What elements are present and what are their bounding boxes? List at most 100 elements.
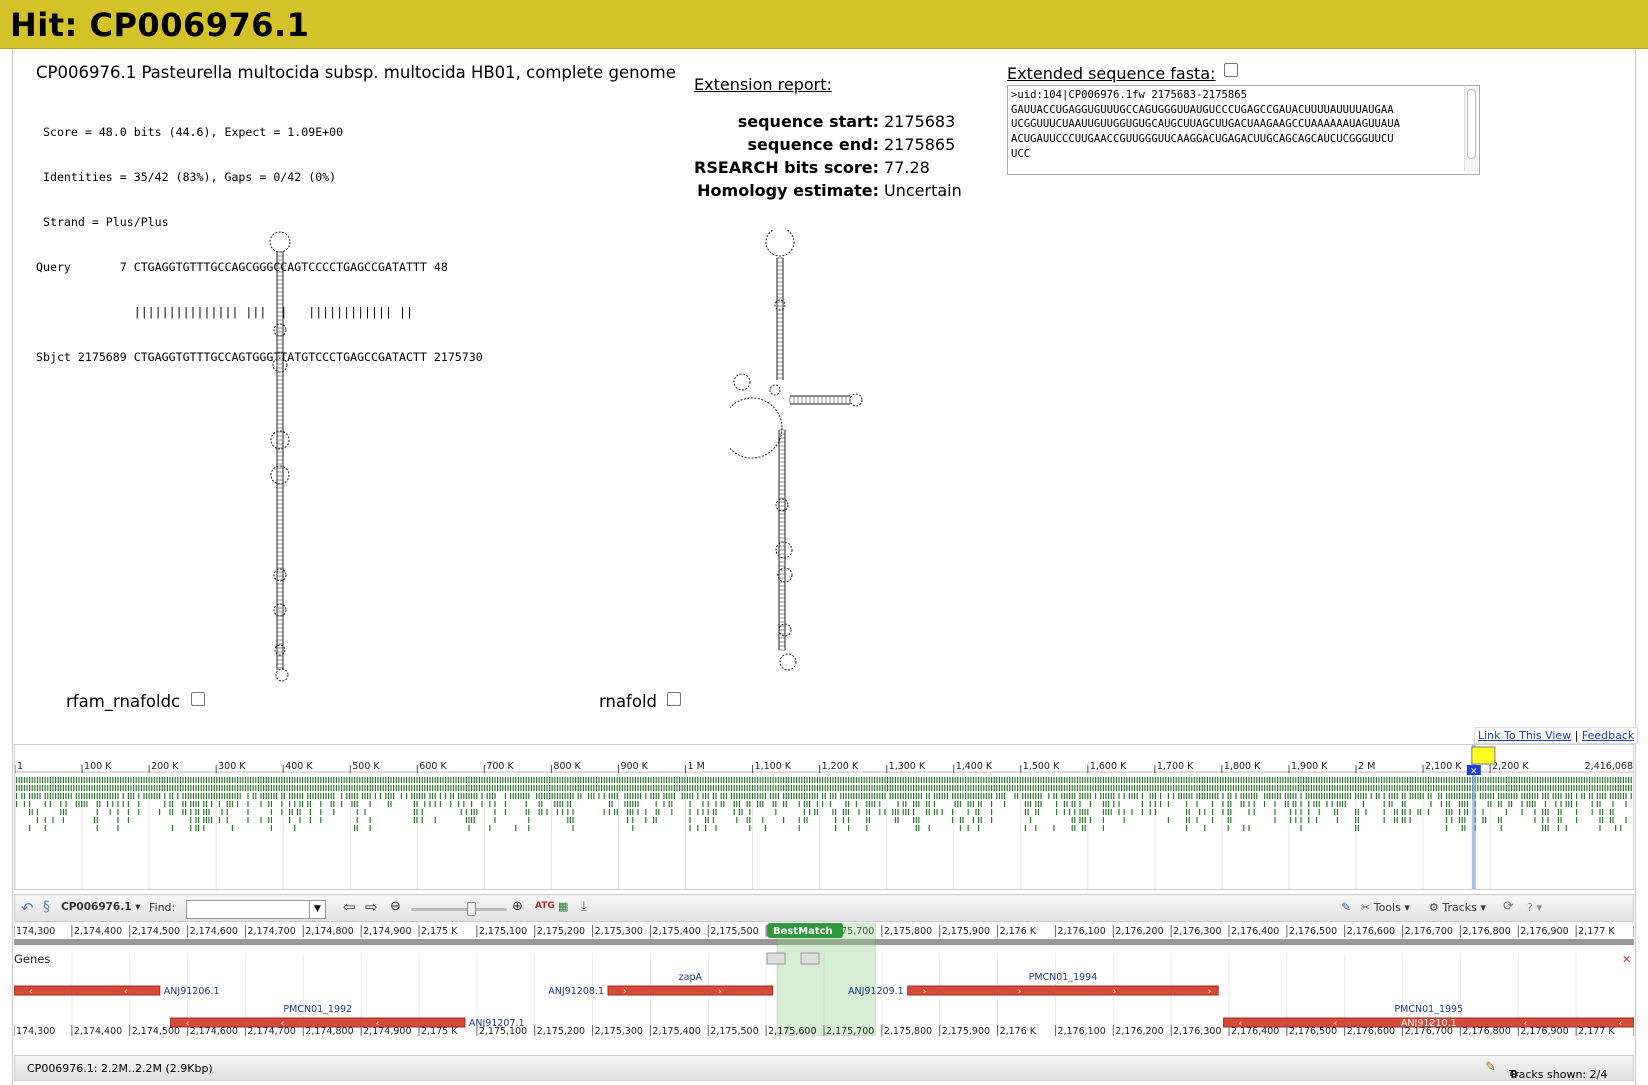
overview-tick-label: 600 K <box>419 761 447 772</box>
overview-feature <box>1066 777 1068 783</box>
overview-feature <box>377 785 379 791</box>
overview-feature <box>762 801 764 807</box>
overview-feature <box>489 801 491 807</box>
overview-feature <box>1053 825 1055 831</box>
overview-feature <box>577 777 579 783</box>
sequence-icon[interactable]: ATG <box>535 901 555 911</box>
overview-feature <box>879 793 881 799</box>
overview-feature <box>1290 809 1292 815</box>
zoom-in-icon[interactable]: ⊕ <box>512 899 523 914</box>
overview-feature <box>291 785 293 791</box>
link-to-view[interactable]: Link To This View <box>1478 729 1572 742</box>
overview-feature <box>889 785 891 791</box>
overview-feature <box>1118 777 1120 783</box>
fasta-checkbox[interactable] <box>1224 63 1238 77</box>
overview-feature <box>892 793 894 799</box>
overview-feature <box>1401 817 1403 823</box>
overview-feature <box>809 801 811 807</box>
overview-feature <box>169 809 171 815</box>
overview-feature <box>536 793 538 799</box>
overview-feature <box>543 785 545 791</box>
overview-feature <box>130 785 132 791</box>
overview-feature <box>1490 801 1492 807</box>
overview-feature <box>156 793 158 799</box>
overview-feature <box>1037 793 1039 799</box>
overview-feature <box>1279 785 1281 791</box>
overview-feature <box>1217 793 1219 799</box>
overview-feature <box>629 777 631 783</box>
overview-feature <box>910 793 912 799</box>
help-menu[interactable]: ? ▾ <box>1527 901 1542 914</box>
overview-location-marker <box>1471 745 1476 889</box>
overview-feature <box>1513 777 1515 783</box>
overview-feature <box>29 825 31 831</box>
zoom-out-icon[interactable]: ⊖ <box>390 899 401 914</box>
chevron-down-icon[interactable]: ▼ <box>309 901 325 918</box>
back-icon[interactable]: ↶ <box>21 899 34 917</box>
zoom-slider-handle[interactable] <box>467 902 476 916</box>
overview-feature <box>712 793 714 799</box>
overview-feature <box>398 785 400 791</box>
overview-feature <box>876 777 878 783</box>
overview-feature <box>1347 793 1349 799</box>
overview-feature <box>902 801 904 807</box>
fasta-textarea[interactable]: >uid:104|CP006976.1fw 2175683-2175865 GA… <box>1007 85 1480 175</box>
overview-feature <box>205 801 207 807</box>
overview-feature <box>725 777 727 783</box>
overview-feature <box>1014 785 1016 791</box>
pan-left-icon[interactable]: ⇦ <box>343 898 356 916</box>
overview-feature <box>143 785 145 791</box>
overview-feature <box>60 785 62 791</box>
fasta-scrollbar[interactable] <box>1464 87 1477 171</box>
tracks-menu[interactable]: ⚙ Tracks ▾ <box>1429 901 1486 914</box>
overview-feature <box>252 777 254 783</box>
overview-feature <box>1295 777 1297 783</box>
zoom-slider-track[interactable] <box>411 908 507 911</box>
overview-feature <box>164 801 166 807</box>
overview-feature <box>796 785 798 791</box>
tools-menu[interactable]: ✂ Tools ▾ <box>1361 901 1410 914</box>
overview-feature <box>268 785 270 791</box>
overview-feature <box>970 785 972 791</box>
overview-feature <box>702 793 704 799</box>
overview-feature <box>978 777 980 783</box>
overview-feature <box>1633 793 1634 799</box>
compress-icon[interactable]: ⤓ <box>581 899 587 914</box>
overview-feature <box>1430 801 1432 807</box>
pan-right-icon[interactable]: ⇨ <box>365 898 378 916</box>
reference-selector[interactable]: CP006976.1 ▾ <box>61 901 141 913</box>
overview-feature <box>913 793 915 799</box>
pencil-icon[interactable]: ✎ <box>1485 1060 1496 1075</box>
overview-feature <box>302 785 304 791</box>
overview-feature <box>1492 777 1494 783</box>
overview-feature <box>205 793 207 799</box>
overview-feature <box>1620 785 1622 791</box>
structure-loop <box>775 541 793 559</box>
overview-feature <box>991 793 993 799</box>
overview-panel[interactable]: 1 100 K 200 K 300 K 400 K 500 K 600 K 700 K 800 … <box>14 744 1634 890</box>
refresh-icon[interactable]: ⟳ <box>1503 899 1514 914</box>
overview-feature <box>1019 785 1021 791</box>
structure-loop <box>269 231 291 253</box>
structure-checkbox[interactable] <box>667 692 681 706</box>
overview-feature <box>1407 777 1409 783</box>
overview-feature <box>1360 793 1362 799</box>
find-input[interactable]: ▼ <box>186 900 326 919</box>
feedback-link[interactable]: Feedback <box>1581 729 1635 742</box>
fasta-scroll-thumb[interactable] <box>1467 89 1476 159</box>
overview-feature <box>1511 801 1513 807</box>
overview-feature <box>803 793 805 799</box>
structure-checkbox[interactable] <box>191 692 205 706</box>
overview-feature <box>1622 793 1624 799</box>
overview-feature <box>1030 793 1032 799</box>
overview-feature <box>601 785 603 791</box>
share-icon[interactable]: ✎ <box>1341 900 1352 914</box>
overview-feature <box>1609 809 1611 815</box>
find-label: Find: <box>149 901 176 914</box>
overview-feature <box>468 817 470 823</box>
overview-feature <box>1461 777 1463 783</box>
detail-view[interactable]: 174,300 2,174,400 2,174,500 2,174,600 2,174,… <box>14 923 1634 1036</box>
highlight-icon[interactable]: ▦ <box>558 900 569 913</box>
overview-feature <box>803 785 805 791</box>
overview-feature <box>1602 809 1604 815</box>
